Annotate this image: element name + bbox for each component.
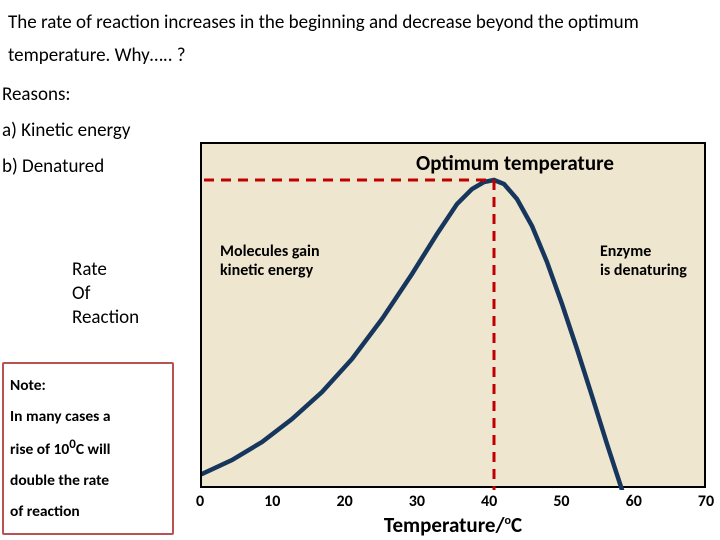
ylabel-3: Reaction (72, 306, 139, 330)
note-l4: double the rate (10, 465, 166, 496)
rate-curve (202, 180, 622, 490)
x-tick: 0 (196, 492, 204, 511)
x-tick: 20 (336, 492, 352, 511)
x-tick: 40 (481, 492, 497, 511)
note-box: Note: In many cases a rise of 100C will … (2, 362, 174, 535)
ylabel-1: Rate (72, 258, 139, 282)
x-tick: 60 (626, 492, 642, 511)
note-l1: Note: (10, 370, 166, 401)
reasons-title: Reasons: (2, 77, 712, 113)
x-axis-label: Temperature/oC (188, 512, 718, 538)
x-tick: 30 (409, 492, 425, 511)
x-tick: 50 (553, 492, 569, 511)
note-l5: of reaction (10, 496, 166, 527)
left-annotation: Molecules gain kinetic energy (220, 242, 320, 280)
x-tick: 10 (264, 492, 280, 511)
chart-svg (202, 144, 708, 490)
note-l3: rise of 100C will (10, 432, 166, 465)
y-axis-label: Rate Of Reaction (72, 258, 139, 329)
header-text: The rate of reaction increases in the be… (0, 0, 720, 73)
note-l2: In many cases a (10, 401, 166, 432)
enzyme-rate-chart: Optimum temperature Molecules gain kinet… (188, 142, 718, 522)
x-tick: 70 (698, 492, 714, 511)
optimum-label: Optimum temperature (416, 150, 614, 176)
plot-area: Optimum temperature Molecules gain kinet… (200, 142, 706, 488)
ylabel-2: Of (72, 282, 139, 306)
right-annotation: Enzyme is denaturing (600, 242, 687, 280)
